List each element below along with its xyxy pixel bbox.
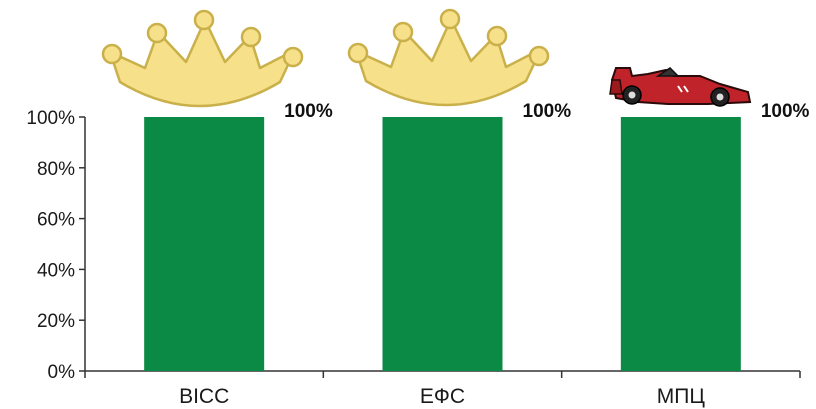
- y-tick-label: 60%: [37, 210, 75, 231]
- x-tick-label: ЕФС: [420, 385, 465, 408]
- y-tick-label: 100%: [26, 108, 75, 129]
- y-tick-label: 40%: [37, 260, 75, 281]
- data-label: 100%: [523, 101, 572, 122]
- chart-bars: [144, 117, 741, 371]
- crown-icon: [347, 8, 550, 107]
- x-tick-label: ВІСС: [179, 385, 229, 408]
- y-tick-label: 20%: [37, 311, 75, 332]
- chart-axes: 0% 20% 40% 60% 80% 100%: [26, 108, 801, 383]
- y-tick-label: 80%: [37, 159, 75, 180]
- data-label: 100%: [761, 101, 810, 122]
- bar: [382, 117, 503, 371]
- y-tick-label: 0%: [48, 362, 76, 383]
- bar: [620, 117, 741, 371]
- crown-icon: [101, 9, 304, 108]
- bar: [144, 117, 265, 371]
- chart-labels: ВІСС 100% ЕФС 100% МПЦ 100%: [179, 101, 809, 408]
- x-tick-label: МПЦ: [657, 385, 706, 408]
- data-label: 100%: [284, 101, 333, 122]
- race-car-icon: [609, 67, 752, 107]
